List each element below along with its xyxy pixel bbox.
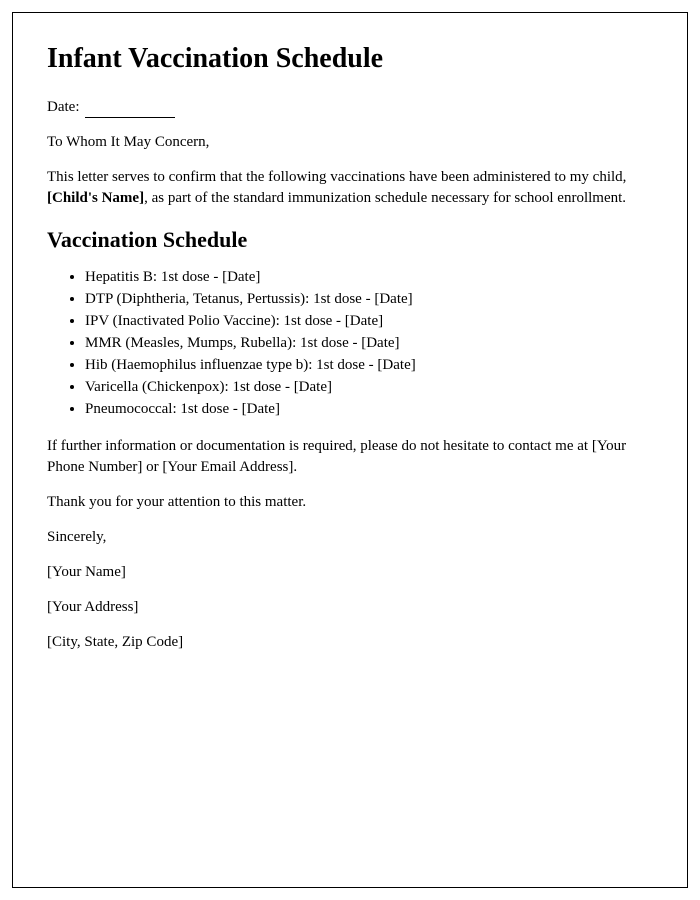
vaccine-item: Hib (Haemophilus influenzae type b): 1st… [85, 355, 653, 376]
schedule-heading: Vaccination Schedule [47, 227, 653, 253]
child-name-placeholder: [Child's Name] [47, 190, 144, 206]
vaccine-item: IPV (Inactivated Polio Vaccine): 1st dos… [85, 311, 653, 332]
closing: Sincerely, [47, 527, 653, 548]
intro-paragraph: This letter serves to confirm that the f… [47, 167, 653, 209]
intro-text-1: This letter serves to confirm that the f… [47, 169, 626, 185]
vaccine-list: Hepatitis B: 1st dose - [Date] DTP (Diph… [85, 267, 653, 420]
date-label: Date: [47, 99, 83, 115]
intro-text-2: , as part of the standard immunization s… [144, 190, 626, 206]
signature-name: [Your Name] [47, 562, 653, 583]
vaccine-item: Hepatitis B: 1st dose - [Date] [85, 267, 653, 288]
salutation: To Whom It May Concern, [47, 132, 653, 153]
signature-address: [Your Address] [47, 597, 653, 618]
vaccine-item: MMR (Measles, Mumps, Rubella): 1st dose … [85, 333, 653, 354]
vaccine-item: Varicella (Chickenpox): 1st dose - [Date… [85, 377, 653, 398]
vaccine-item: DTP (Diphtheria, Tetanus, Pertussis): 1s… [85, 289, 653, 310]
signature-city: [City, State, Zip Code] [47, 632, 653, 653]
document-title: Infant Vaccination Schedule [47, 43, 653, 75]
vaccine-item: Pneumococcal: 1st dose - [Date] [85, 399, 653, 420]
date-line: Date: [47, 97, 653, 118]
contact-paragraph: If further information or documentation … [47, 436, 653, 478]
date-underline [85, 117, 175, 118]
thanks-paragraph: Thank you for your attention to this mat… [47, 492, 653, 513]
document-page: Infant Vaccination Schedule Date: To Who… [12, 12, 688, 888]
